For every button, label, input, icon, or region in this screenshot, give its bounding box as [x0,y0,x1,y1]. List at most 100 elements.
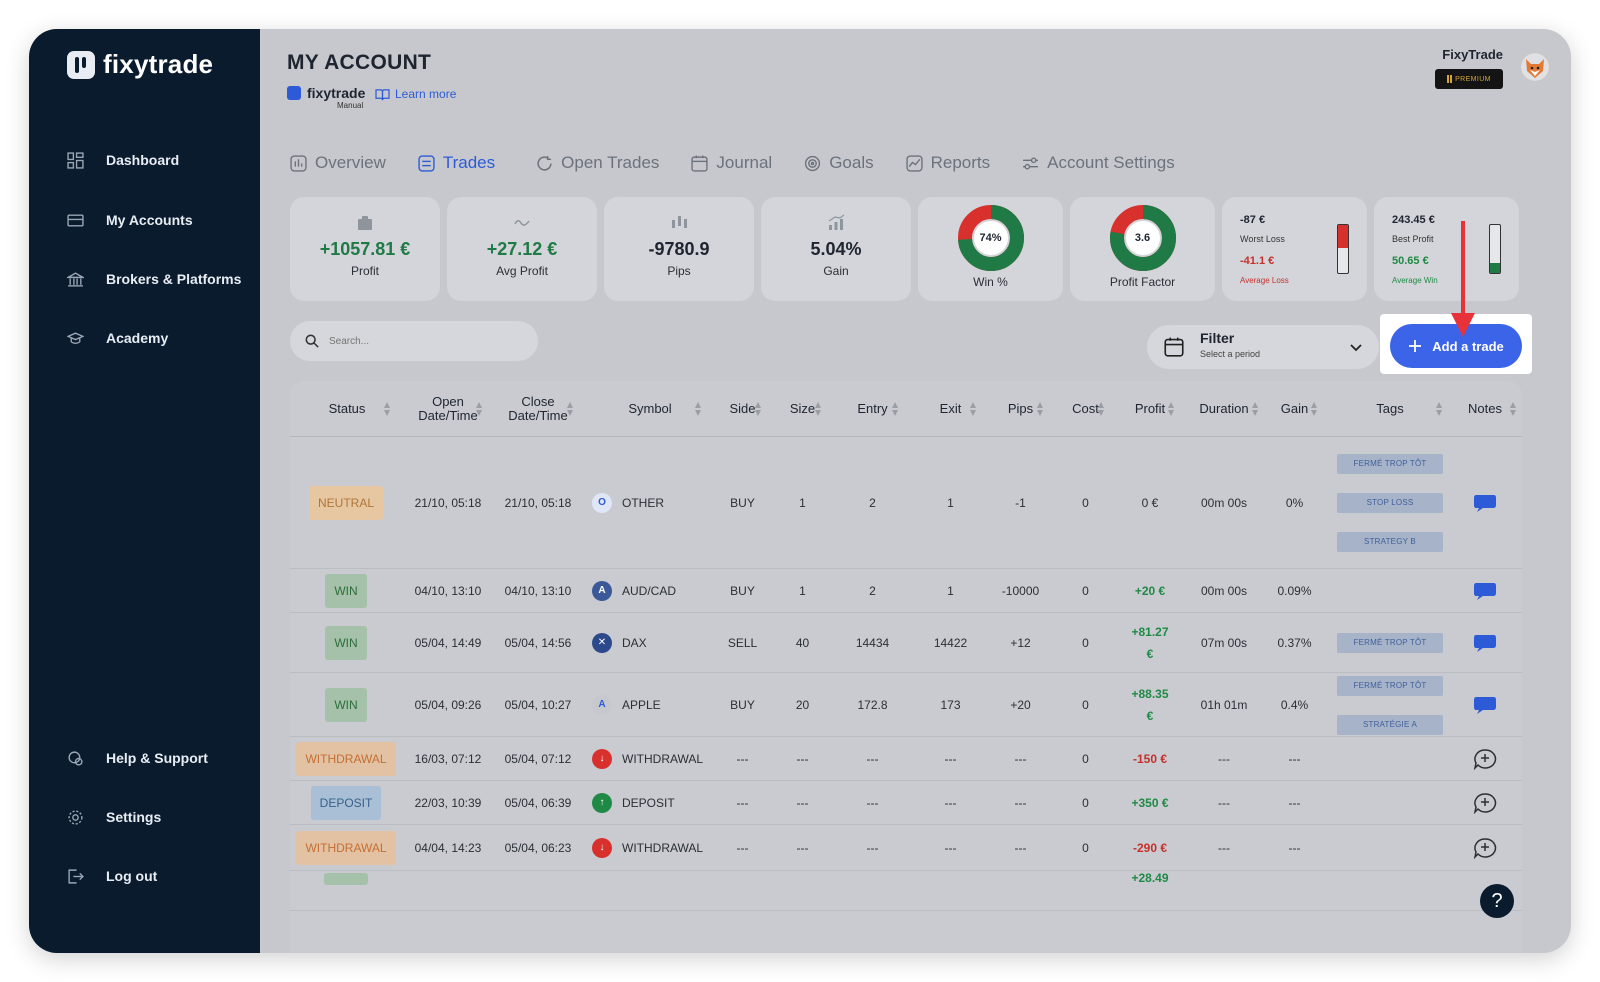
sidebar-item-academy[interactable]: Academy [67,330,168,346]
best-profit-label: Best Profit [1392,234,1434,244]
tag-badge[interactable]: STOP LOSS [1337,493,1443,513]
table-row[interactable]: DEPOSIT 22/03, 10:39 05/04, 06:39 --- --- ---… [290,781,1522,825]
sort-icon[interactable] [1510,402,1516,416]
col-side[interactable]: Side [720,381,765,437]
fox-avatar-icon [1521,53,1549,81]
note-filled-icon[interactable] [1473,493,1497,513]
col-gain[interactable]: Gain [1272,381,1317,437]
status-badge: NEUTRAL [308,486,383,520]
tag-badge[interactable]: FERMÉ TROP TÔT [1337,675,1443,696]
status-cell: WIN [298,569,394,613]
sort-icon[interactable] [1037,402,1043,416]
sort-icon[interactable] [476,402,482,416]
tab-goals[interactable]: Goals [804,153,874,173]
sidebar-item-settings[interactable]: Settings [67,809,161,825]
tag-badge[interactable]: STRATÉGIE A [1337,714,1443,735]
add-note-icon[interactable] [1473,748,1497,770]
search-box[interactable] [290,321,538,361]
col-symbol[interactable]: Symbol [620,381,680,437]
tags-cell: FERMÉ TROP TÔT [1337,613,1443,673]
plus-icon [1409,340,1422,352]
tab-overview[interactable]: Overview [290,153,386,173]
table-cell-open: 04/10, 13:10 [414,584,482,598]
sort-icon[interactable] [1311,402,1317,416]
sort-icon[interactable] [892,402,898,416]
col-size[interactable]: Size [780,381,825,437]
table-header: Status Open Date/Time Close Date/Time Symb… [290,381,1522,437]
symbol-apple-icon: A [592,695,612,715]
tag-badge[interactable]: STRATEGY B [1337,532,1443,552]
sidebar-item-label: Help & Support [106,750,208,766]
period-filter[interactable]: Filter Select a period [1147,325,1379,369]
tab-label: Open Trades [561,153,660,172]
sort-icon[interactable] [384,402,390,416]
sort-icon[interactable] [695,402,701,416]
status-badge [324,873,368,885]
col-exit[interactable]: Exit [928,381,973,437]
add-trade-button[interactable]: Add a trade [1390,324,1522,368]
col-close-time[interactable]: Close Date/Time [498,381,578,437]
note-filled-icon[interactable] [1473,633,1497,653]
add-note-icon[interactable] [1473,837,1497,859]
symbol-label: APPLE [622,698,661,712]
table-cell-cost: 0 [1082,752,1089,766]
table-cell-open: 05/04, 14:49 [414,636,482,650]
sort-icon[interactable] [1168,402,1174,416]
trades-table: Status Open Date/Time Close Date/Time Symb… [290,381,1522,953]
sidebar-item-my-accounts[interactable]: My Accounts [67,212,193,228]
search-input[interactable] [329,335,509,347]
tab-trades[interactable]: Trades [418,153,495,173]
add-note-icon[interactable] [1473,792,1497,814]
tag-badge[interactable]: FERMÉ TROP TÔT [1337,454,1443,474]
avg-wave-icon [514,220,530,226]
status-cell: WITHDRAWAL [296,737,396,781]
tab-journal[interactable]: Journal [691,153,772,173]
sort-icon[interactable] [567,402,573,416]
tags-cell: FERMÉ TROP TÔT STOP LOSS STRATEGY B [1337,437,1443,569]
tab-open-trades[interactable]: Open Trades [536,153,659,173]
tag-badge[interactable]: FERMÉ TROP TÔT [1337,633,1443,653]
table-row[interactable]: +28.49 [290,871,1522,911]
sidebar-item-dashboard[interactable]: Dashboard [67,151,179,169]
col-entry[interactable]: Entry [845,381,900,437]
sort-icon[interactable] [755,402,761,416]
col-cost[interactable]: Cost [1063,381,1108,437]
header-label: Duration [1199,401,1249,416]
col-notes[interactable]: Notes [1460,381,1510,437]
table-row[interactable]: NEUTRAL 21/10, 05:18 21/10, 05:18 BUY 1 2 1 -1 0… [290,437,1522,569]
table-row[interactable]: WIN 05/04, 14:49 05/04, 14:56 SELL 40 14434 14… [290,613,1522,673]
sort-icon[interactable] [815,402,821,416]
col-duration[interactable]: Duration [1188,381,1260,437]
table-row[interactable]: WIN 04/10, 13:10 04/10, 13:10 BUY 1 2 1 -10000 0… [290,569,1522,613]
sort-icon[interactable] [970,402,976,416]
brand-logo[interactable]: fixytrade [67,49,213,80]
tab-account-settings[interactable]: Account Settings [1022,153,1175,173]
sort-icon[interactable] [1436,402,1442,416]
chevron-down-icon [1350,344,1362,352]
avatar[interactable] [1521,53,1549,81]
sort-icon[interactable] [1252,402,1258,416]
note-filled-icon[interactable] [1473,695,1497,715]
table-cell-side: BUY [730,698,755,712]
note-filled-icon[interactable] [1473,581,1497,601]
learn-more-link[interactable]: Learn more [375,87,456,101]
sidebar-item-help[interactable]: Help & Support [67,750,208,766]
table-cell-duration: 00m 00s [1200,496,1248,510]
help-chat-button[interactable]: ? [1480,884,1514,918]
sort-icon[interactable] [1098,402,1104,416]
sidebar-item-brokers[interactable]: Brokers & Platforms [67,271,241,287]
table-cell-open: 16/03, 07:12 [414,752,482,766]
table-row[interactable]: WIN 05/04, 09:26 05/04, 10:27 BUY 20 172.8 173… [290,673,1522,737]
col-status[interactable]: Status [318,381,376,437]
table-row[interactable]: WITHDRAWAL 04/04, 14:23 05/04, 06:23 --- ---… [290,825,1522,871]
tab-reports[interactable]: Reports [905,153,990,173]
account-logo-icon [287,86,301,100]
avg-profit-label: Avg Profit [496,264,548,278]
col-profit[interactable]: Profit [1125,381,1175,437]
col-pips[interactable]: Pips [998,381,1043,437]
col-open-time[interactable]: Open Date/Time [408,381,488,437]
sidebar-item-logout[interactable]: Log out [67,868,157,884]
table-row[interactable]: WITHDRAWAL 16/03, 07:12 05/04, 07:12 --- ---… [290,737,1522,781]
header-label: Symbol [628,401,672,416]
col-tags[interactable]: Tags [1365,381,1415,437]
